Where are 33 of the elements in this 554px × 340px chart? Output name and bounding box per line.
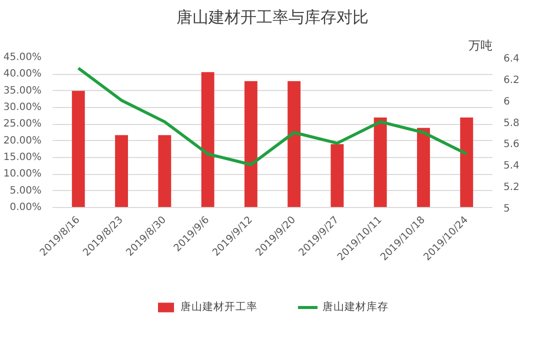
y2-tick-label: 5.8 [504, 118, 520, 129]
y2-tick-label: 6.4 [504, 54, 520, 64]
bar [374, 118, 387, 208]
y2-tick-label: 6.2 [504, 74, 520, 86]
legend-label: 唐山建材开工率 [180, 300, 258, 314]
bar [244, 81, 258, 208]
bar [288, 81, 301, 208]
bar [417, 128, 430, 208]
y2-tick-label: 5.6 [504, 139, 520, 150]
y-tick-label: 40.00% [3, 68, 42, 80]
y-tick-label: 15.00% [3, 152, 42, 163]
bar [72, 90, 85, 208]
y-tick-label: 35.00% [3, 85, 42, 96]
chart-title: 唐山建材开工率与库存对比 [176, 8, 368, 26]
line-series [76, 66, 468, 166]
y-tick-label: 5.00% [10, 185, 42, 196]
y2-tick-label: 5 [504, 204, 510, 214]
legend-label: 唐山建材库存 [322, 300, 388, 314]
y2-tick-label: 5.4 [504, 160, 520, 172]
bar [330, 144, 344, 208]
y2-tick-label: 6 [504, 96, 510, 108]
bar [201, 72, 214, 208]
y-tick-label: 20.00% [3, 135, 42, 146]
y-tick-label: 30.00% [3, 102, 42, 113]
y-tick-label: 25.00% [3, 118, 42, 130]
bar [115, 135, 128, 208]
y-tick-label: 0.00% [10, 202, 42, 213]
y2-axis-title: 万吨 [468, 38, 492, 52]
y-tick-label: 10.00% [3, 168, 42, 180]
y2-tick-label: 5.2 [504, 182, 520, 194]
y-tick-label: 45.00% [3, 52, 42, 63]
bar [460, 118, 474, 208]
bar [158, 135, 172, 208]
